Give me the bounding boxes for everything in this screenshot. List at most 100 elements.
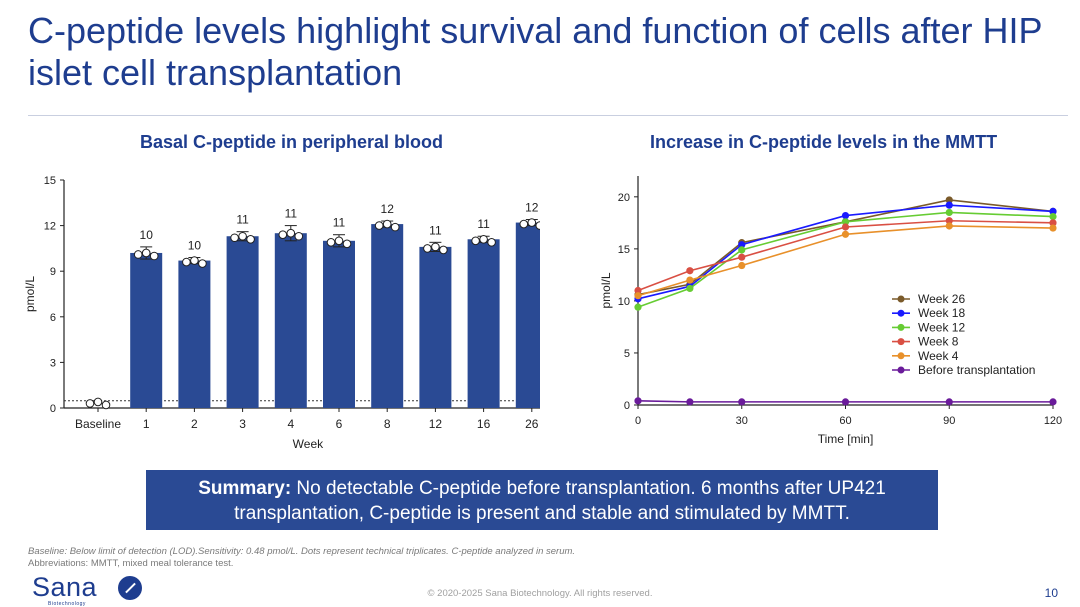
legend-swatch-dot xyxy=(897,309,905,317)
summary-box: Summary: No detectable C-peptide before … xyxy=(146,470,938,530)
bar xyxy=(323,240,355,408)
bar-data-label: 10 xyxy=(188,239,202,253)
y-tick-label: 3 xyxy=(50,357,56,369)
series-line xyxy=(637,400,1053,403)
legend-swatch-dot xyxy=(897,323,905,331)
bar-chart-title: Basal C-peptide in peripheral blood xyxy=(140,132,444,152)
x-tick-label: 6 xyxy=(336,417,343,431)
footnote-baseline: Baseline: Below limit of detection (LOD)… xyxy=(28,546,576,557)
x-tick-label: 26 xyxy=(525,417,539,431)
series-point xyxy=(686,267,694,275)
series-point xyxy=(945,222,953,230)
bar xyxy=(515,222,540,408)
legend-swatch-dot xyxy=(897,352,905,360)
series-point xyxy=(1049,398,1057,406)
slide-title: C-peptide levels highlight survival and … xyxy=(28,10,1042,93)
legend-label: Week 8 xyxy=(918,335,959,349)
replicate-dot xyxy=(190,256,199,265)
legend-label: Week 18 xyxy=(918,306,965,320)
title-divider xyxy=(28,115,1068,116)
bar-data-label: 12 xyxy=(525,201,539,215)
replicate-dot xyxy=(374,221,384,230)
series-point xyxy=(945,196,953,204)
page-number: 10 xyxy=(1044,586,1058,600)
series-point xyxy=(634,303,642,311)
series-line xyxy=(637,225,1054,297)
series-point xyxy=(686,398,694,406)
logo-mark-icon xyxy=(118,576,142,600)
bar xyxy=(178,260,211,408)
replicate-dot xyxy=(382,219,392,229)
sana-logo: Sana Biotechnology xyxy=(32,572,142,607)
replicate-dot xyxy=(527,218,537,227)
series-point xyxy=(945,208,953,217)
replicate-dot xyxy=(246,234,255,244)
x-axis-label: Week xyxy=(293,437,324,451)
bar xyxy=(467,239,500,408)
summary-label: Summary: xyxy=(198,478,292,499)
legend-swatch-dot xyxy=(897,338,905,346)
replicate-dot xyxy=(198,259,207,268)
replicate-dot xyxy=(431,242,440,252)
y-tick-label: 5 xyxy=(624,348,630,360)
series-line xyxy=(637,219,1054,292)
y-tick-label: 9 xyxy=(50,266,56,278)
replicate-dot xyxy=(294,231,304,241)
series-point xyxy=(841,230,850,238)
series-point xyxy=(738,253,746,261)
series-point xyxy=(1049,219,1057,227)
x-tick-label: 1 xyxy=(143,417,150,431)
y-tick-label: 12 xyxy=(44,221,56,233)
bar xyxy=(274,233,307,408)
series-point xyxy=(686,284,694,293)
x-tick-label: 12 xyxy=(429,417,443,431)
bar xyxy=(226,236,259,408)
replicate-dot xyxy=(326,238,336,247)
x-tick-label: 30 xyxy=(736,415,748,427)
series-point xyxy=(1049,224,1057,232)
x-tick-label: 120 xyxy=(1044,415,1062,427)
bar-data-label: 11 xyxy=(236,213,249,227)
x-tick-label: 2 xyxy=(191,417,198,431)
series-point xyxy=(945,398,953,406)
x-tick-label: 0 xyxy=(635,415,641,427)
legend-swatch-dot xyxy=(897,366,905,374)
logo-subtext: Biotechnology xyxy=(48,601,86,607)
series-point xyxy=(738,241,746,249)
logo-wordmark: Sana xyxy=(32,572,98,602)
replicate-dot xyxy=(342,239,352,249)
bar xyxy=(371,224,404,408)
replicate-dot xyxy=(479,234,488,244)
series-point xyxy=(634,286,642,295)
x-tick-label: 60 xyxy=(839,415,851,427)
series-point xyxy=(1049,212,1057,221)
legend-label: Week 26 xyxy=(918,292,965,306)
bar-data-label: 10 xyxy=(140,228,154,242)
series-point xyxy=(634,397,642,405)
y-tick-label: 6 xyxy=(50,312,56,324)
x-tick-label: 4 xyxy=(287,417,294,431)
replicate-dot xyxy=(390,222,400,232)
legend-swatch-dot xyxy=(897,295,905,303)
x-tick-label: 16 xyxy=(477,417,491,431)
replicate-dot xyxy=(101,400,111,410)
replicate-dot xyxy=(230,233,239,243)
y-tick-label: 0 xyxy=(624,400,630,412)
replicate-dot xyxy=(278,230,288,240)
replicate-dot xyxy=(471,236,480,246)
replicate-dot xyxy=(141,248,151,258)
series-point xyxy=(1049,207,1057,215)
replicate-dot xyxy=(286,228,296,238)
y-axis-label: pmol/L xyxy=(23,276,37,312)
series-line xyxy=(637,204,1054,300)
y-tick-label: 10 xyxy=(618,296,630,308)
series-line xyxy=(637,211,1054,308)
copyright-text: © 2020-2025 Sana Biotechnology. All righ… xyxy=(427,588,653,599)
replicate-dot xyxy=(519,219,529,229)
series-point xyxy=(738,261,746,270)
footnote-abbreviations: Abbreviations: MMTT, mixed meal toleranc… xyxy=(28,558,234,569)
bar xyxy=(130,252,163,408)
bar-data-label: 11 xyxy=(477,217,490,231)
replicate-dot xyxy=(334,236,344,246)
replicate-dot xyxy=(149,251,159,261)
